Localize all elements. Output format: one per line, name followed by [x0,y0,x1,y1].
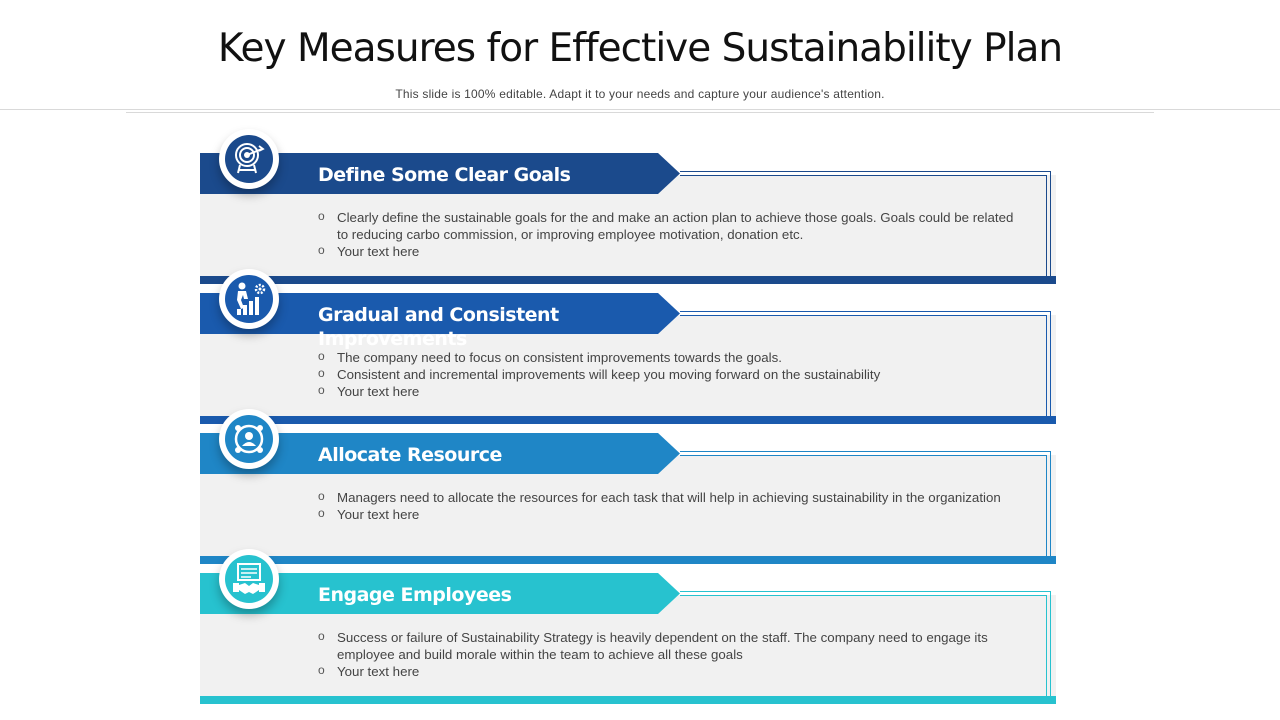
section-title: Define Some Clear Goals [318,164,571,186]
section-bullet-list: The company need to focus on consistent … [318,348,1018,400]
bullet-item: Success or failure of Sustainability Str… [318,628,1018,663]
panel-frame-line [1050,171,1051,276]
section-bullet-list: Success or failure of Sustainability Str… [318,628,1018,680]
slide-subtitle: This slide is 100% editable. Adapt it to… [395,87,885,101]
header-divider-secondary [126,112,1154,113]
bullet-item: Your text here [318,662,1018,680]
panel-frame-line [680,311,1050,312]
section-title: Engage Employees [318,584,512,606]
header-divider [0,109,1280,110]
bullet-item: The company need to focus on consistent … [318,348,1018,366]
section-banner [200,153,680,194]
slide-title: Key Measures for Effective Sustainabilit… [217,26,1063,71]
section-banner [200,293,680,334]
section-bottom-bar [200,416,1056,424]
resource-icon [225,415,273,463]
growth-icon [225,275,273,323]
panel-frame-line [1050,311,1051,416]
section-banner [200,573,680,614]
section-card-gradual-improvements: Gradual and Consistent Improvements The … [0,269,1280,433]
panel-frame-line [1046,175,1047,276]
section-icon-badge [219,409,279,469]
section-bullet-list: Clearly define the sustainable goals for… [318,208,1018,260]
panel-frame-line [1046,595,1047,696]
section-bottom-bar [200,556,1056,564]
section-bullet-list: Managers need to allocate the resources … [318,488,1018,523]
section-banner [200,433,680,474]
section-title: Gradual and Consistent Improvements [318,304,559,350]
section-card-define-goals: Define Some Clear Goals Clearly define t… [0,129,1280,293]
panel-frame-line [1050,451,1051,556]
panel-frame-line [680,451,1050,452]
section-card-engage-employees: Engage Employees Success or failure of S… [0,549,1280,713]
panel-frame-line [680,175,1046,176]
panel-frame-line [1046,315,1047,416]
handshake-icon [225,555,273,603]
section-card-allocate-resource: Allocate Resource Managers need to alloc… [0,409,1280,573]
panel-frame-line [680,315,1046,316]
section-title: Allocate Resource [318,444,502,466]
panel-frame-line [680,171,1050,172]
section-bottom-bar [200,276,1056,284]
section-bottom-bar [200,696,1056,704]
bullet-item: Your text here [318,505,1018,523]
panel-frame-line [680,595,1046,596]
section-icon-badge [219,549,279,609]
bullet-item: Your text here [318,242,1018,260]
panel-frame-line [1050,591,1051,696]
panel-frame-line [1046,455,1047,556]
bullet-item: Managers need to allocate the resources … [318,488,1018,506]
section-icon-badge [219,129,279,189]
target-icon [225,135,273,183]
bullet-item: Your text here [318,382,1018,400]
panel-frame-line [680,591,1050,592]
panel-frame-line [680,455,1046,456]
section-icon-badge [219,269,279,329]
bullet-item: Consistent and incremental improvements … [318,365,1018,383]
bullet-item: Clearly define the sustainable goals for… [318,208,1018,243]
